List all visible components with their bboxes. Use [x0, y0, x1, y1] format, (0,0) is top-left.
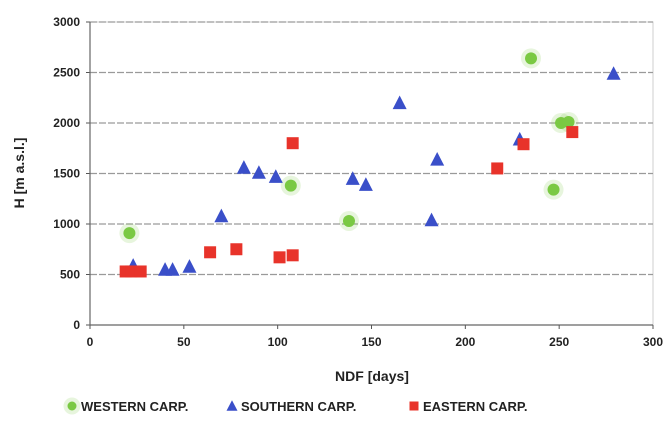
point-southern-carp-5: [236, 160, 251, 174]
point-southern-carp-6: [251, 165, 266, 179]
point-eastern-carp-7: [286, 137, 299, 150]
y-tick-label-2000: 2000: [53, 116, 80, 130]
y-tick-label-1500: 1500: [53, 167, 80, 181]
point-eastern-carp-3: [204, 246, 217, 259]
point-eastern-carp-5: [273, 251, 286, 264]
axes: 0 500 1000 1500 2000 2500 3000 0 50 100 150 200 250 3…: [53, 15, 663, 349]
point-western-carp-3: [525, 52, 538, 65]
x-tick-label-100: 100: [268, 335, 288, 349]
legend-label-southern-carp: SOUTHERN CARP.: [241, 399, 356, 414]
point-eastern-carp-2: [134, 265, 147, 278]
legend-marker-western-carp: [67, 401, 77, 411]
y-tick-label-500: 500: [60, 268, 80, 282]
point-southern-carp-2: [165, 262, 180, 276]
point-eastern-carp-6: [286, 249, 299, 262]
legend-marker-eastern-carp: [409, 401, 419, 411]
legend: WESTERN CARP. SOUTHERN CARP. EASTERN CARP.: [63, 397, 528, 415]
point-eastern-carp-8: [491, 162, 504, 175]
point-southern-carp-8: [345, 171, 360, 185]
y-axis-label: H [m a.s.l.]: [11, 138, 27, 209]
point-western-carp-1: [284, 179, 297, 192]
x-axis-label: NDF [days]: [335, 368, 409, 384]
point-eastern-carp-4: [230, 243, 243, 256]
x-tick-label-250: 250: [549, 335, 569, 349]
point-eastern-carp-1: [125, 265, 138, 278]
point-southern-carp-3: [182, 259, 197, 273]
point-southern-carp-4: [214, 208, 229, 223]
point-southern-carp-10: [392, 95, 407, 110]
point-eastern-carp-9: [517, 138, 530, 151]
grid-lines: [90, 21, 653, 276]
legend-label-eastern-carp: EASTERN CARP.: [423, 399, 528, 414]
point-western-carp-4: [547, 183, 560, 196]
x-tick-label-300: 300: [643, 335, 663, 349]
y-tick-label-0: 0: [73, 318, 80, 332]
point-southern-carp-11: [424, 212, 439, 227]
point-western-carp-0: [123, 227, 136, 240]
x-tick-label-200: 200: [455, 335, 475, 349]
point-southern-carp-9: [358, 177, 373, 191]
y-tick-label-3000: 3000: [53, 15, 80, 29]
point-western-carp-6: [562, 115, 575, 128]
legend-label-western-carp: WESTERN CARP.: [81, 399, 188, 414]
x-tick-label-150: 150: [361, 335, 381, 349]
point-southern-carp-7: [268, 169, 283, 183]
y-tick-label-2500: 2500: [53, 66, 80, 80]
x-tick-label-50: 50: [177, 335, 191, 349]
point-western-carp-2: [342, 214, 355, 227]
point-eastern-carp-10: [566, 126, 579, 139]
data-points: [119, 48, 621, 278]
point-southern-carp-14: [606, 66, 621, 80]
y-tick-label-1000: 1000: [53, 217, 80, 231]
x-tick-label-0: 0: [87, 335, 94, 349]
legend-marker-southern-carp: [226, 400, 238, 411]
point-southern-carp-12: [430, 152, 445, 166]
